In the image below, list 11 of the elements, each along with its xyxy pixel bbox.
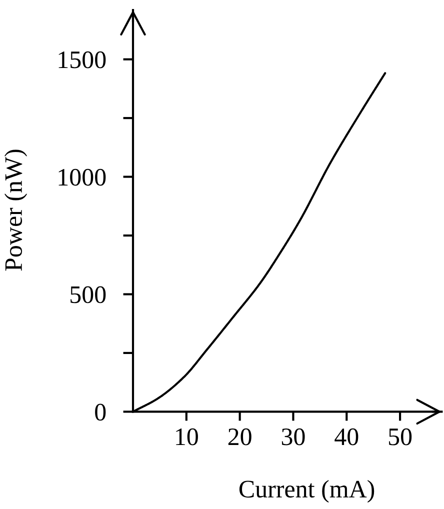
x-tick-label: 20 <box>228 428 252 446</box>
y-axis-title: Power (nW) <box>4 150 28 271</box>
x-tick-label: 50 <box>388 428 412 446</box>
x-tick-label: 40 <box>334 428 358 446</box>
y-tick-label: 1000 <box>58 168 106 186</box>
x-axis-title: Current (mA) <box>239 480 374 503</box>
x-tick-label: 10 <box>176 428 198 446</box>
y-tick-label: 1500 <box>58 51 106 68</box>
y-tick-label: 500 <box>70 286 106 304</box>
x-tick-label: 30 <box>282 428 305 446</box>
y-tick-label: 0 <box>95 404 106 421</box>
